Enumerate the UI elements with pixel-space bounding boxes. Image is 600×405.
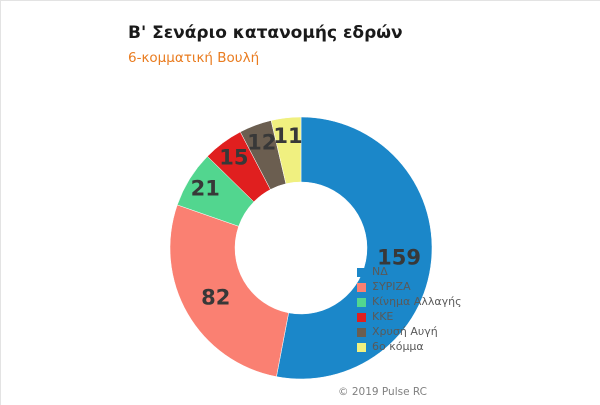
legend-item: 6ο κόμμα <box>357 341 462 353</box>
legend-swatch <box>357 267 366 277</box>
slice-value-label: 15 <box>219 146 248 170</box>
chart-subtitle: 6-κομματική Βουλή <box>128 50 260 66</box>
slice-value-label: 82 <box>201 285 230 309</box>
legend-swatch <box>357 327 366 337</box>
legend-item: ΚΚΕ <box>357 311 462 323</box>
legend-label: ΝΔ <box>372 265 388 278</box>
legend-label: Χρυσή Αυγή <box>372 325 438 338</box>
donut-slice-0 <box>276 116 433 380</box>
slice-value-label: 11 <box>273 124 302 148</box>
legend-swatch <box>357 297 366 307</box>
chart-title: Β' Σενάριο κατανομής εδρών <box>128 23 403 43</box>
donut-slice-5 <box>270 116 302 185</box>
slice-value-label: 21 <box>191 177 220 201</box>
legend-swatch <box>357 342 366 352</box>
slice-value-label: 12 <box>247 130 276 154</box>
legend-item: ΣΥΡΙΖΑ <box>357 281 462 293</box>
slice-value-label: 159 <box>377 245 421 269</box>
legend-item: ΝΔ <box>357 266 462 278</box>
legend-item: Χρυσή Αυγή <box>357 326 462 338</box>
legend-label: ΚΚΕ <box>372 310 394 323</box>
legend-item: Κίνημα Αλλαγής <box>357 296 462 308</box>
copyright-text: © 2019 Pulse RC <box>338 386 427 398</box>
legend-label: ΣΥΡΙΖΑ <box>372 280 411 293</box>
legend-label: Κίνημα Αλλαγής <box>372 295 462 308</box>
legend: ΝΔ ΣΥΡΙΖΑ Κίνημα Αλλαγής ΚΚΕ Χρυσή Αυγή 6ο κό… <box>357 266 462 353</box>
legend-label: 6ο κόμμα <box>372 340 424 353</box>
legend-swatch <box>357 312 366 322</box>
legend-swatch <box>357 282 366 292</box>
donut-slice-1 <box>169 204 289 377</box>
